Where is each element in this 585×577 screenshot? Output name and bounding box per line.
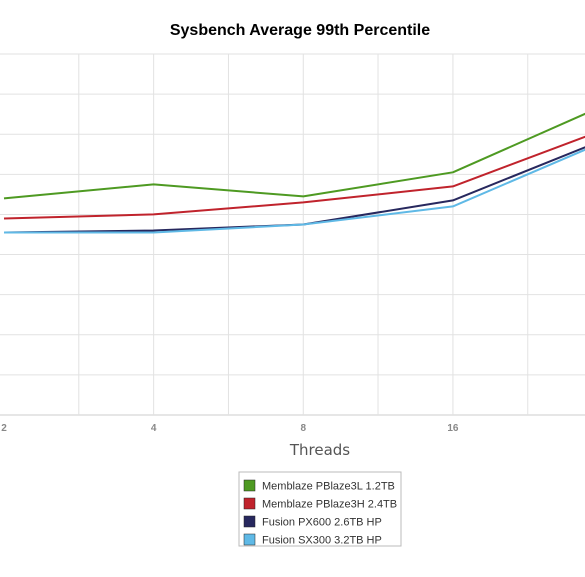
legend-swatch <box>243 497 256 510</box>
x-axis-title: Threads <box>289 441 350 459</box>
legend-swatch <box>243 533 256 546</box>
legend-label: Fusion SX300 3.2TB HP <box>262 535 382 547</box>
series-line <box>4 148 585 234</box>
legend-label: Memblaze PBlaze3H 2.4TB <box>262 499 397 511</box>
legend-label: Memblaze PBlaze3L 1.2TB <box>262 481 395 493</box>
x-tick-label: 2 <box>1 423 7 434</box>
series-lines <box>3 112 585 234</box>
x-tick-label: 16 <box>447 423 459 434</box>
chart-title: Sysbench Average 99th Percentile <box>170 22 430 39</box>
legend-swatch <box>243 479 256 492</box>
legend-label: Fusion PX600 2.6TB HP <box>262 517 382 529</box>
legend-box <box>238 471 402 547</box>
x-tick-label: 8 <box>300 423 306 434</box>
grid <box>0 53 585 416</box>
x-tick-label: 4 <box>151 423 157 434</box>
series-line <box>3 135 585 220</box>
legend: Memblaze PBlaze3L 1.2TB Memblaze PBlaze3H… <box>238 471 402 547</box>
legend-swatch <box>243 515 256 528</box>
x-tick-labels: 2 4 8 16 <box>1 423 459 434</box>
series-line <box>3 112 585 200</box>
